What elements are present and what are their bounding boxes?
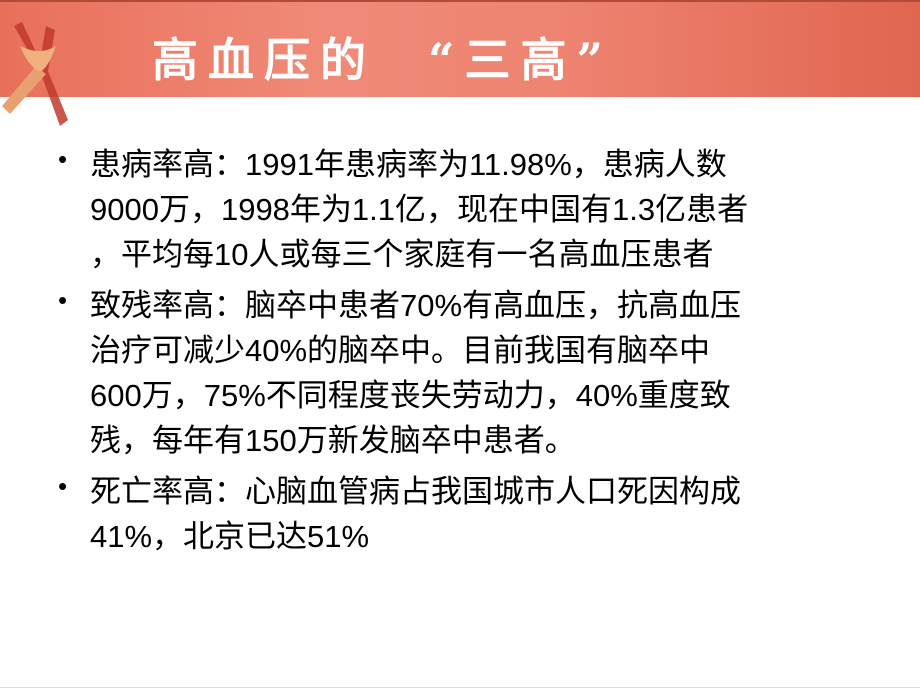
bullet-item: • 死亡率高：心脑血管病占我国城市人口死因构成 41%，北京已达51% [58,469,878,559]
text-line: ，平均每10人或每三个家庭有一名高血压患者 [90,237,714,272]
ribbon-bow-icon [2,22,68,126]
slide-title: 高血压的 “三高” [152,33,613,87]
text-line: 死亡率高：心脑血管病占我国城市人口死因构成 [90,474,741,509]
text-line: 治疗可减少40%的脑卒中。目前我国有脑卒中 [90,333,711,368]
text-line: 患病率高：1991年患病率为11.98%，患病人数 [90,147,727,182]
bottom-divider [0,687,920,688]
title-banner: 高血压的 “三高” [0,0,920,126]
text-line: 致残率高：脑卒中患者70%有高血压，抗高血压 [90,288,742,323]
text-line: 9000万，1998年为1.1亿，现在中国有1.3亿患者 [90,192,749,227]
bullet-icon: • [58,144,68,174]
text-line: 600万，75%不同程度丧失劳动力，40%重度致 [90,378,731,413]
text-line: 残，每年有150万新发脑卒中患者。 [90,423,576,458]
bullet-item: • 患病率高：1991年患病率为11.98%，患病人数 9000万，1998年为… [58,142,878,277]
text-line: 41%，北京已达51% [90,519,370,554]
bullet-icon: • [58,471,68,501]
bullet-list: • 患病率高：1991年患病率为11.98%，患病人数 9000万，1998年为… [58,142,878,565]
bullet-icon: • [58,285,68,315]
bullet-item: • 致残率高：脑卒中患者70%有高血压，抗高血压 治疗可减少40%的脑卒中。目前… [58,283,878,463]
